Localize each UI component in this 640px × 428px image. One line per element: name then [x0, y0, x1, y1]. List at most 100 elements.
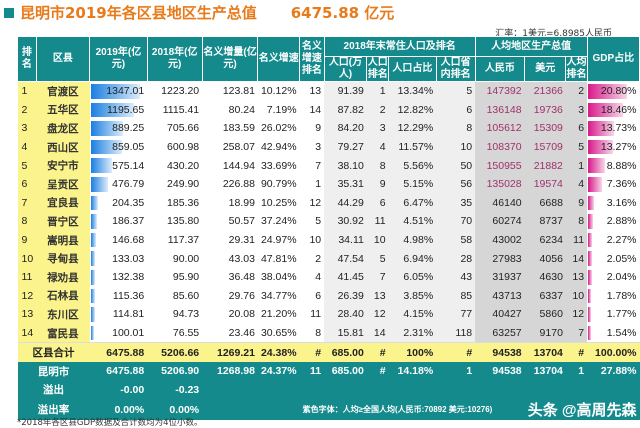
cell: 15709 [524, 137, 566, 157]
cell: 1195.65 [90, 101, 148, 120]
cell: 58 [436, 230, 476, 250]
cell-value: 87.82 [337, 103, 364, 116]
cell-value: 10 [309, 234, 322, 247]
cell: 37.24% [258, 212, 300, 231]
cell: 13.27% [587, 138, 639, 157]
cell: 94538 [475, 342, 525, 362]
cell: 10.12% [258, 82, 300, 101]
cell: 4056 [524, 249, 566, 268]
cell: 12 [17, 286, 37, 306]
cell: # [565, 342, 588, 362]
cell: 44.29 [324, 193, 367, 213]
cell: 6475.88 [89, 342, 148, 362]
cell-value: 4 [21, 141, 28, 154]
cell: 1268.98 [202, 361, 258, 381]
cell: 42.94% [258, 138, 300, 157]
cell: 100% [388, 342, 437, 362]
cell: 6337 [524, 286, 566, 306]
cell: 41.45 [324, 267, 367, 287]
cell-value: 4.15% [403, 308, 434, 321]
cell: 23.46 [202, 324, 258, 343]
cell: 五华区 [36, 100, 90, 120]
cell: 95.90 [147, 268, 202, 287]
cell-value: 13 [21, 308, 34, 321]
cell-value: 56 [460, 178, 473, 191]
cell: 77 [436, 305, 476, 324]
cell-value: 2.27% [606, 234, 637, 247]
cell: 115.36 [90, 287, 148, 306]
cell: 20.80% [587, 82, 639, 101]
cell-value: 2.31% [403, 327, 434, 340]
cell: 14.18% [388, 361, 437, 381]
cell-value: 123.81 [222, 85, 255, 98]
header-usd: 美元 [524, 56, 567, 82]
cell-value: 6337 [539, 289, 563, 302]
cell: 7.19% [258, 101, 300, 120]
cell: 40427 [475, 305, 525, 324]
cell-value: 183.59 [222, 122, 255, 135]
cell: 13 [366, 286, 389, 306]
cell-value: 90.00 [172, 252, 200, 265]
share-data-bar [588, 195, 595, 211]
cell-value: 108370 [486, 141, 522, 154]
table-row: 12 石林县 115.36 85.60 29.76 34.77% 6 26.39 13 3.85%… [17, 286, 640, 306]
cell: 889.25 [90, 119, 148, 138]
cell: 30.92 [324, 212, 367, 231]
cell-value: 186.37 [112, 215, 145, 228]
cell: 6 [565, 119, 588, 138]
cell: 12 [300, 194, 325, 213]
cell-value: 21366 [533, 85, 563, 98]
cell-value: 8 [466, 122, 473, 135]
cell: 2.05% [587, 249, 639, 268]
cell-value: 20.08 [228, 308, 255, 321]
cell-value: 8 [379, 159, 386, 172]
cell: 94.73 [147, 305, 202, 324]
cell-value: 34.11 [338, 234, 364, 247]
cell: 94538 [475, 361, 525, 381]
cell-value: 95.90 [172, 271, 200, 284]
cell: 5.56% [388, 156, 437, 175]
cell: 47.54 [324, 249, 367, 268]
cell: 5 [565, 137, 588, 157]
cell-value: 204.35 [112, 196, 145, 209]
row-label: 昆明市 [17, 361, 90, 381]
cell-value: 35 [460, 196, 473, 209]
cell: 10 [436, 137, 476, 157]
gdp-data-bar [90, 139, 122, 155]
cell-value: 2 [315, 252, 322, 265]
cell-value: 26.02% [260, 122, 297, 135]
cell-value: 34.77% [260, 289, 297, 302]
cell: 13 [17, 305, 37, 324]
page-title: 昆明市2019年各区县地区生产总值 6475.88 亿元 [4, 2, 394, 23]
share-data-bar [588, 84, 628, 99]
cell: 85.60 [147, 287, 202, 306]
cell-value: 4630 [539, 271, 563, 284]
cell: 13.73% [587, 119, 639, 138]
cell: 11 [366, 212, 389, 231]
cell-value: 135028 [486, 178, 522, 191]
header-rank: 排名 [17, 36, 37, 82]
cell-value: 600.98 [167, 141, 200, 154]
cell: # [436, 342, 476, 362]
cell-value: 1195.65 [107, 103, 145, 116]
cell-value: 10.25% [260, 196, 297, 209]
cell-value: 12 [572, 308, 585, 321]
cell: 100.00% [587, 342, 640, 362]
cell: 9 [17, 230, 37, 250]
cell-value: 115.36 [112, 289, 145, 302]
cell: 118 [436, 323, 476, 343]
cell: 685.00 [324, 361, 367, 381]
cell-value: 575.14 [112, 159, 145, 172]
cell-value: 12 [21, 289, 34, 302]
cell-value: 13.27% [600, 141, 637, 154]
cell-value: 44.29 [337, 196, 364, 209]
cell: 2 [300, 249, 325, 268]
header-pop: 人口(万人) [323, 56, 368, 82]
cell: 80.24 [202, 101, 258, 120]
cell: 1115.41 [147, 101, 202, 120]
cell-value: 1223.20 [161, 85, 200, 98]
cell: 685.00 [324, 342, 367, 362]
cell-value: 43002 [492, 234, 522, 247]
cell: 5 [300, 212, 325, 231]
cell: 90.79% [258, 175, 300, 194]
